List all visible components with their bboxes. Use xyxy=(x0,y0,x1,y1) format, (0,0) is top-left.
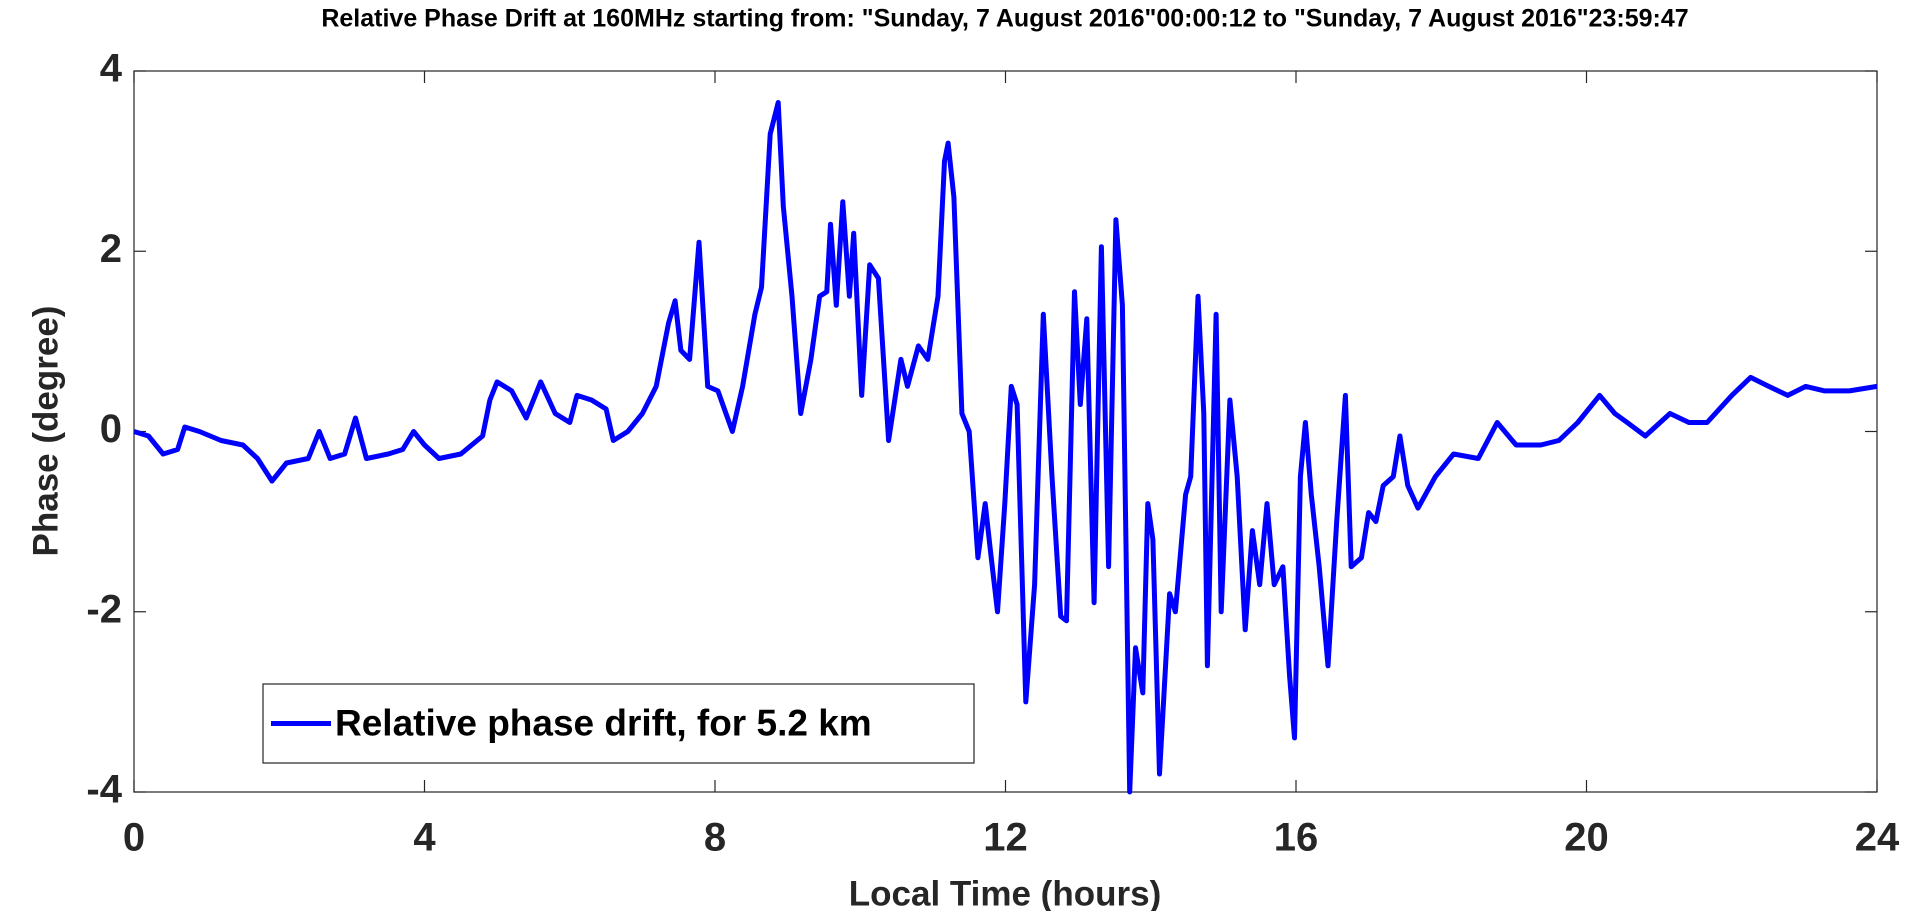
y-tick-label: 2 xyxy=(100,227,122,271)
x-tick-label: 12 xyxy=(983,816,1028,860)
y-tick-label: -2 xyxy=(86,587,122,631)
x-tick-label: 20 xyxy=(1564,816,1609,860)
y-tick-label: 4 xyxy=(100,47,123,91)
data-line xyxy=(133,100,1878,795)
x-tick-label: 4 xyxy=(413,816,436,860)
x-tick-label: 8 xyxy=(704,816,726,860)
y-tick-label: 0 xyxy=(100,407,122,451)
x-tick-label: 0 xyxy=(123,816,145,860)
y-tick-label: -4 xyxy=(86,768,122,812)
x-tick-label: 24 xyxy=(1855,816,1900,860)
chart-title: Relative Phase Drift at 160MHz starting … xyxy=(321,5,1688,33)
x-tick-label: 16 xyxy=(1274,816,1319,860)
legend-box xyxy=(262,683,975,764)
legend-label: Relative phase drift, for 5.2 km xyxy=(335,702,872,743)
x-axis-label: Local Time (hours) xyxy=(849,874,1161,911)
y-axis-label: Phase (degree) xyxy=(26,306,65,557)
